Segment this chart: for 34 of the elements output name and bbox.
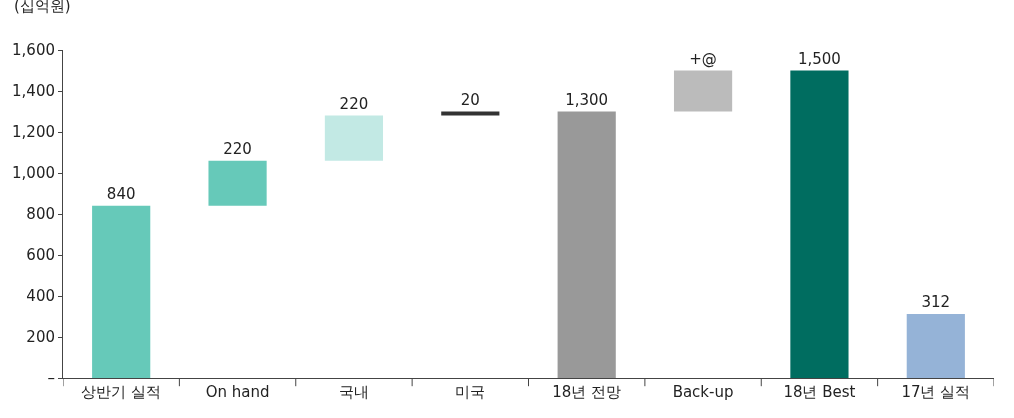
x-tick-label: 상반기 실적 bbox=[81, 383, 162, 401]
bar bbox=[673, 70, 733, 112]
y-axis-title: (십억원) bbox=[14, 0, 71, 15]
x-tick-label: 18년 Best bbox=[783, 383, 856, 401]
y-tick-label: 400 bbox=[26, 287, 55, 306]
y-tick-label: – bbox=[47, 369, 55, 388]
x-tick-label: 18년 전망 bbox=[552, 383, 622, 401]
bar bbox=[441, 111, 500, 116]
bar bbox=[92, 205, 151, 378]
x-tick-label: 미국 bbox=[455, 383, 486, 401]
y-tick-label: 200 bbox=[26, 328, 55, 347]
y-tick-label: 1,600 bbox=[12, 41, 55, 60]
data-label: 312 bbox=[921, 293, 951, 312]
y-tick-label: 800 bbox=[26, 205, 55, 224]
y-tick-label: 600 bbox=[26, 246, 55, 265]
y-tick-label: 1,200 bbox=[12, 123, 55, 142]
data-label: 840 bbox=[106, 184, 136, 203]
data-label: 1,300 bbox=[565, 90, 609, 109]
data-label: 220 bbox=[339, 94, 369, 113]
data-label: 1,500 bbox=[797, 49, 841, 68]
x-tick-label: Back-up bbox=[672, 383, 734, 401]
x-tick-label: On hand bbox=[205, 383, 270, 401]
bar bbox=[208, 160, 267, 206]
bar bbox=[906, 314, 965, 378]
x-tick-label: 국내 bbox=[338, 383, 369, 401]
y-tick-label: 1,400 bbox=[12, 82, 55, 101]
data-label: 220 bbox=[223, 139, 252, 158]
bar bbox=[557, 111, 616, 378]
y-tick-label: 1,000 bbox=[12, 164, 55, 183]
data-label: +@ bbox=[689, 49, 717, 68]
data-label: 20 bbox=[460, 90, 480, 109]
bar bbox=[790, 70, 849, 378]
x-tick-label: 17년 실적 bbox=[901, 383, 971, 401]
bar bbox=[324, 115, 384, 161]
